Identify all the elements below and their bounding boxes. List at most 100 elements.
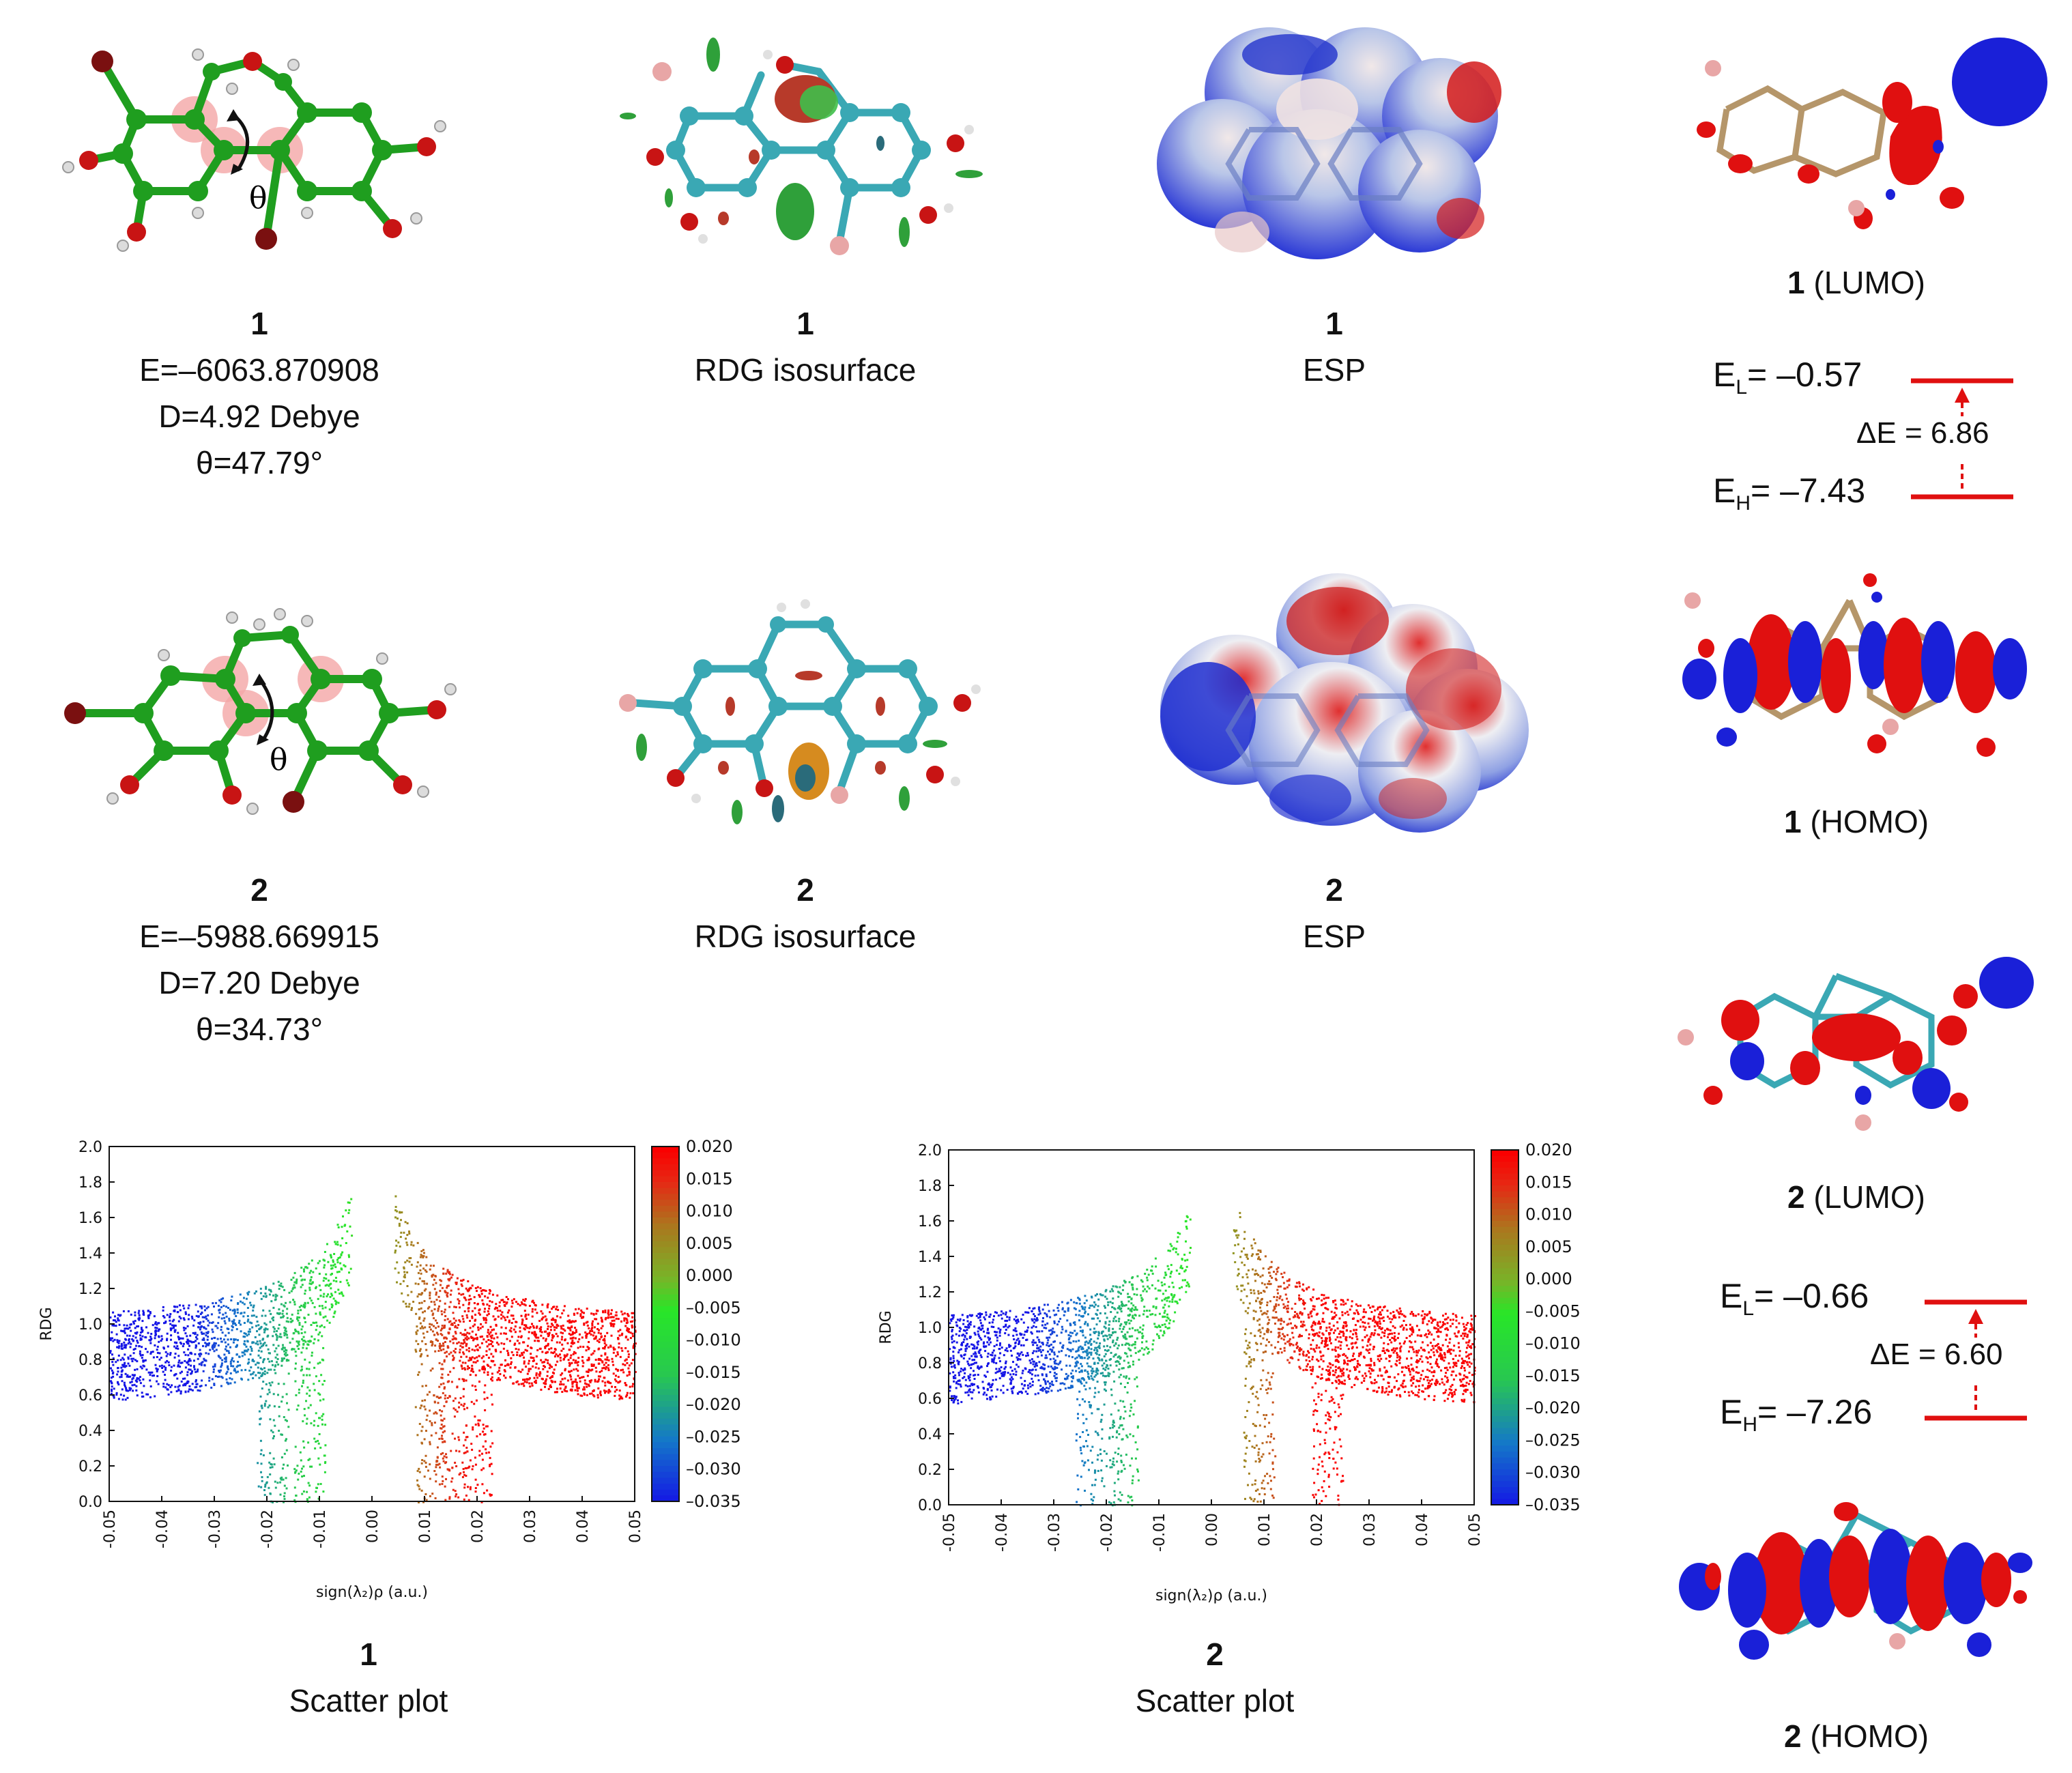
data-point	[976, 1341, 979, 1344]
data-point	[468, 1295, 471, 1297]
data-point	[235, 1328, 238, 1331]
data-point	[955, 1381, 958, 1383]
colorbar-tick-label: –0.030	[686, 1460, 741, 1479]
data-point	[1104, 1322, 1107, 1325]
data-point	[1243, 1288, 1246, 1291]
data-point	[952, 1351, 955, 1353]
data-point	[594, 1379, 596, 1381]
data-point	[1436, 1363, 1439, 1366]
data-point	[1183, 1270, 1186, 1273]
data-point	[1301, 1325, 1304, 1328]
data-point	[1151, 1284, 1153, 1286]
data-point	[244, 1333, 247, 1335]
data-point	[205, 1327, 207, 1330]
data-point	[620, 1310, 623, 1313]
data-point	[225, 1360, 227, 1363]
data-point	[487, 1310, 489, 1312]
data-point	[949, 1357, 952, 1359]
data-point	[1325, 1341, 1327, 1344]
data-point	[502, 1347, 505, 1350]
colorbar-segment	[652, 1436, 679, 1443]
data-point	[1341, 1311, 1344, 1314]
data-point	[244, 1350, 246, 1353]
data-point	[212, 1343, 215, 1346]
data-point	[496, 1379, 499, 1381]
data-point	[269, 1467, 272, 1469]
data-point	[306, 1417, 308, 1420]
data-point	[1026, 1311, 1028, 1314]
data-point	[1412, 1314, 1415, 1317]
data-point	[1470, 1346, 1473, 1349]
data-point	[1017, 1338, 1020, 1340]
data-point	[960, 1385, 962, 1388]
data-point	[437, 1310, 440, 1312]
data-point	[1099, 1312, 1102, 1314]
data-point	[515, 1348, 517, 1351]
data-point	[149, 1339, 152, 1342]
data-point	[443, 1417, 446, 1420]
data-point	[491, 1473, 493, 1475]
data-point	[514, 1325, 517, 1328]
data-point	[1066, 1319, 1069, 1322]
data-point	[431, 1367, 434, 1370]
data-point	[297, 1478, 300, 1481]
data-point	[204, 1342, 207, 1344]
data-point	[289, 1318, 292, 1320]
data-point	[484, 1409, 487, 1411]
colorbar-segment	[652, 1170, 679, 1177]
data-point	[1067, 1301, 1069, 1304]
data-point	[459, 1344, 462, 1347]
data-point	[322, 1316, 325, 1318]
data-point	[318, 1380, 321, 1383]
data-point	[556, 1341, 558, 1344]
data-point	[419, 1348, 422, 1351]
data-point	[452, 1355, 455, 1357]
data-point	[328, 1284, 330, 1287]
data-point	[1282, 1338, 1285, 1341]
data-point	[296, 1465, 299, 1467]
data-point	[1414, 1340, 1417, 1343]
data-point	[424, 1269, 427, 1271]
data-point	[1387, 1333, 1390, 1336]
data-point	[136, 1325, 139, 1328]
data-point	[1117, 1356, 1119, 1359]
data-point	[423, 1336, 426, 1339]
data-point	[444, 1351, 446, 1354]
data-point	[421, 1426, 424, 1428]
data-point	[1097, 1334, 1100, 1337]
data-point	[551, 1381, 553, 1383]
data-point	[1452, 1394, 1454, 1397]
data-point	[1325, 1329, 1327, 1332]
data-point	[1016, 1364, 1018, 1366]
data-point	[1283, 1271, 1286, 1274]
data-point	[545, 1351, 548, 1354]
data-point	[283, 1501, 285, 1503]
data-point	[212, 1370, 215, 1373]
data-point	[1035, 1362, 1038, 1364]
data-point	[200, 1325, 203, 1327]
data-point	[1415, 1314, 1418, 1317]
data-point	[629, 1371, 631, 1374]
data-point	[184, 1327, 187, 1329]
data-point	[1140, 1299, 1143, 1302]
data-point	[325, 1278, 328, 1280]
data-point	[263, 1367, 265, 1370]
data-point	[324, 1462, 326, 1465]
data-point	[538, 1373, 541, 1376]
data-point	[547, 1387, 550, 1390]
data-point	[429, 1420, 431, 1423]
data-point	[1169, 1319, 1172, 1322]
data-point	[121, 1357, 124, 1359]
data-point	[186, 1371, 189, 1374]
data-point	[216, 1338, 219, 1340]
data-point	[249, 1301, 252, 1304]
data-point	[582, 1376, 585, 1379]
data-point	[992, 1358, 995, 1361]
data-point	[419, 1322, 422, 1325]
data-point	[243, 1303, 246, 1306]
data-point	[1310, 1298, 1312, 1301]
data-point	[1056, 1355, 1059, 1357]
data-point	[590, 1392, 593, 1395]
data-point	[1365, 1374, 1368, 1377]
data-point	[1121, 1331, 1123, 1333]
